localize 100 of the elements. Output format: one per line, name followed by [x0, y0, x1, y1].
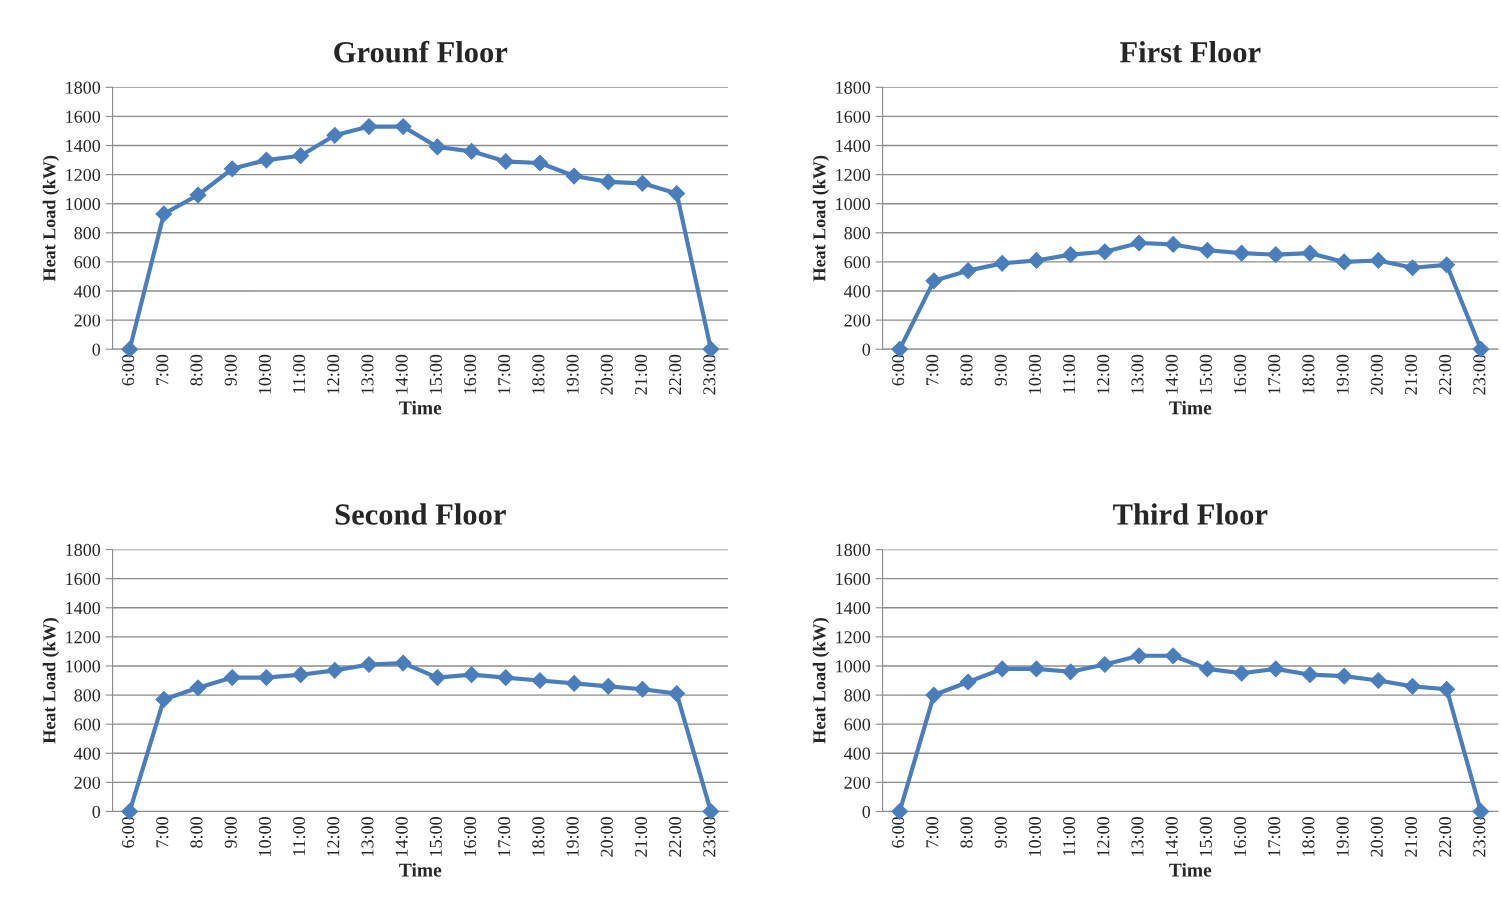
x-tick-label: 9:00	[994, 354, 1007, 386]
x-tick-label: 10:00	[1028, 817, 1042, 856]
x-tick-label: 21:00	[634, 817, 648, 857]
x-axis-title: Time	[399, 400, 442, 415]
point	[394, 654, 412, 672]
x-tick-label: 15:00	[429, 817, 442, 856]
point	[925, 686, 943, 704]
point	[1301, 244, 1319, 262]
x-tick-label: 16:00	[463, 354, 477, 394]
chart-title: Grounf Floor	[334, 40, 508, 63]
x-tick-label: 17:00	[498, 354, 511, 394]
x-tick-label: 15:00	[1199, 354, 1212, 394]
y-axis-title: Heat Load (kW)	[812, 155, 830, 282]
x-tick-label: 20:00	[600, 354, 613, 395]
y-tick-label: 1600	[836, 110, 871, 123]
x-tick-label: 18:00	[1302, 354, 1315, 394]
x-tick-label: 12:00	[1097, 817, 1110, 856]
point	[1199, 660, 1216, 678]
point	[1301, 666, 1319, 684]
x-tick-label: 10:00	[258, 354, 272, 394]
x-tick-label: 11:00	[292, 354, 306, 393]
point	[1096, 656, 1114, 673]
y-axis-title: Heat Load (kW)	[812, 618, 830, 744]
point	[326, 661, 344, 679]
y-tick-label: 0	[92, 343, 101, 356]
x-tick-label: 8:00	[960, 817, 973, 848]
x-tick-label: 19:00	[1336, 354, 1349, 394]
x-tick-label: 21:00	[1404, 817, 1418, 857]
point	[1164, 647, 1182, 665]
point	[1164, 236, 1182, 253]
point	[531, 672, 549, 689]
point	[258, 151, 275, 169]
y-tick-label: 200	[844, 776, 871, 789]
x-tick-label: 17:00	[1268, 354, 1281, 394]
y-tick-label: 400	[844, 747, 871, 760]
x-tick-label: 14:00	[1165, 817, 1178, 856]
point	[292, 666, 309, 684]
x-axis-title: Time	[1169, 863, 1212, 877]
x-tick-label: 15:00	[1199, 817, 1212, 856]
x-tick-label: 22:00	[1439, 354, 1452, 395]
x-tick-label: 11:00	[292, 817, 306, 856]
x-tick-label: 12:00	[327, 354, 340, 394]
y-tick-label: 1200	[66, 168, 101, 182]
y-tick-label: 600	[74, 256, 101, 269]
point	[634, 174, 651, 192]
y-tick-label: 400	[74, 285, 101, 298]
x-tick-label: 18:00	[532, 817, 545, 856]
x-tick-label: 19:00	[1336, 817, 1349, 856]
y-tick-label: 200	[844, 314, 871, 327]
y-tick-label: 0	[862, 805, 871, 818]
x-axis-title: Time	[1169, 400, 1212, 415]
point	[497, 153, 515, 170]
point	[1369, 252, 1387, 269]
point	[1096, 243, 1114, 261]
point	[1404, 677, 1421, 695]
x-tick-label: 22:00	[669, 817, 682, 857]
point	[1438, 680, 1456, 698]
chart-title: Second Floor	[335, 503, 506, 525]
point	[959, 262, 977, 280]
y-tick-label: 800	[844, 689, 871, 702]
y-tick-label: 600	[844, 256, 871, 269]
y-tick-label: 800	[74, 689, 101, 702]
x-tick-label: 20:00	[1370, 354, 1383, 395]
x-tick-label: 12:00	[1097, 354, 1110, 394]
y-tick-label: 400	[844, 285, 871, 298]
y-tick-label: 1800	[66, 81, 101, 94]
point	[463, 666, 480, 684]
point	[1062, 246, 1080, 264]
x-tick-label: 14:00	[395, 817, 408, 856]
x-tick-label: 23:00	[1473, 817, 1486, 857]
x-tick-label: 16:00	[463, 817, 477, 856]
point	[1335, 253, 1353, 271]
point	[599, 677, 617, 695]
x-tick-label: 11:00	[1062, 817, 1076, 856]
y-tick-label: 400	[74, 747, 101, 760]
y-tick-label: 200	[74, 314, 101, 327]
point	[993, 254, 1011, 272]
y-tick-label: 1000	[66, 660, 101, 673]
point	[668, 185, 686, 202]
x-tick-label: 10:00	[258, 817, 272, 856]
y-tick-label: 1600	[836, 572, 871, 586]
y-tick-label: 200	[74, 776, 101, 789]
x-tick-label: 7:00	[156, 817, 169, 848]
x-tick-label: 9:00	[224, 817, 237, 848]
point	[463, 142, 480, 160]
y-tick-label: 1200	[66, 631, 101, 644]
x-tick-label: 6:00	[892, 817, 905, 848]
point	[599, 173, 617, 191]
y-tick-label: 600	[74, 718, 101, 731]
y-tick-label: 1400	[836, 139, 871, 152]
x-tick-label: 23:00	[703, 354, 716, 395]
x-tick-label: 11:00	[1062, 354, 1076, 393]
point	[1369, 672, 1387, 689]
x-tick-label: 16:00	[1233, 817, 1247, 856]
x-tick-label: 8:00	[190, 817, 203, 848]
point	[189, 186, 207, 204]
point	[1335, 667, 1353, 685]
x-tick-label: 14:00	[1165, 354, 1178, 394]
y-tick-label: 1400	[836, 602, 871, 615]
point	[1028, 252, 1045, 269]
